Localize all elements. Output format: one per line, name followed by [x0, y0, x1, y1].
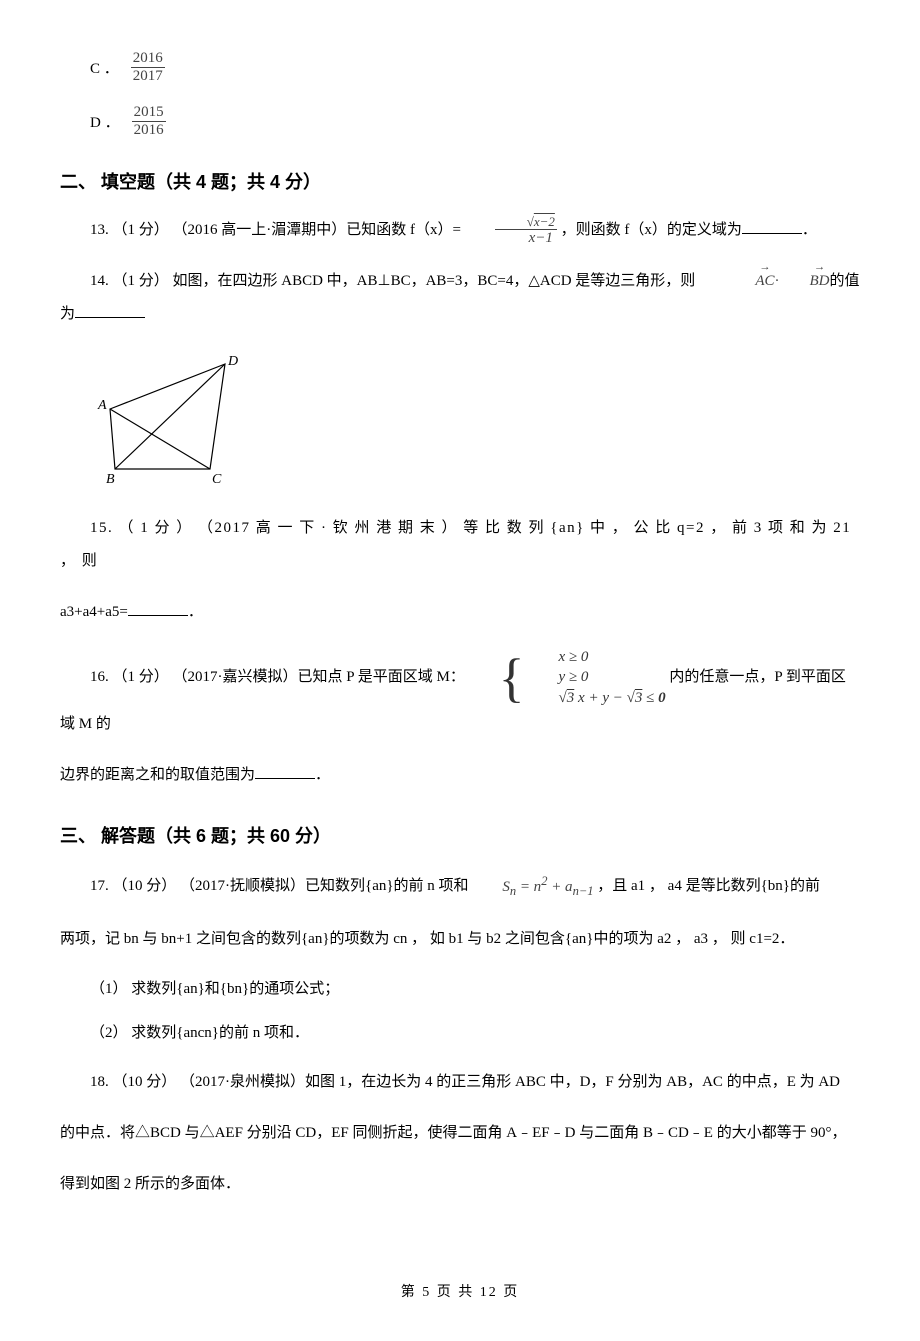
q13-blank [742, 218, 802, 234]
option-c-den: 2017 [131, 68, 165, 85]
question-14: 14. （1 分） 如图，在四边形 ABCD 中，AB⊥BC，AB=3，BC=4… [60, 265, 860, 331]
q16-c3: √3 x + y − √3 ≤ 0 [529, 688, 666, 708]
q16-constraints: { x ≥ 0 y ≥ 0 √3 x + y − √3 ≤ 0 [469, 647, 666, 708]
label-c: C [212, 472, 222, 487]
label-a: A [97, 398, 107, 413]
question-13: 13. （1 分） （2016 高一上·湄潭期中）已知函数 f（x）= √x−2… [60, 214, 860, 247]
page-footer: 第 5 页 共 12 页 [60, 1281, 860, 1301]
question-17-line1: 17. （10 分） （2017·抚顺模拟）已知数列{an}的前 n 项和 Sn… [60, 868, 860, 906]
q17-line1b: ，且 a1 ， a4 是等比数列{bn}的前 [594, 878, 820, 894]
q16-c1: x ≥ 0 [529, 647, 666, 667]
q16-c2: y ≥ 0 [529, 667, 666, 687]
option-d: D ． 2015 2016 [90, 104, 860, 138]
q16-line2-prefix: 边界的距离之和的取值范围为 [60, 767, 255, 783]
option-c-fraction: 2016 2017 [131, 50, 165, 84]
question-17-line2: 两项，记 bn 与 bn+1 之间包含的数列{an}的项数为 cn ， 如 b1… [60, 923, 860, 956]
option-c-num: 2016 [131, 50, 165, 68]
q15-suffix: ． [188, 604, 203, 620]
brace-icon: { [469, 651, 525, 705]
quadrilateral-svg: A B C D [90, 349, 260, 489]
question-18-line1: 18. （10 分） （2017·泉州模拟）如图 1，在边长为 4 的正三角形 … [60, 1066, 860, 1099]
option-d-den: 2016 [132, 122, 166, 139]
q14-blank [75, 302, 145, 318]
question-18-line2: 的中点．将△BCD 与△AEF 分别沿 CD，EF 同侧折起，使得二面角 A﹣E… [60, 1117, 860, 1150]
q17-sn: Sn = n2 + an−1 [472, 868, 593, 906]
q14-figure: A B C D [90, 349, 860, 494]
q13-end: ． [802, 222, 817, 238]
question-15-line1: 15. （ 1 分 ） （2017 高 一 下 · 钦 州 港 期 末 ） 等 … [60, 512, 860, 578]
q14-vec-bd: BD [780, 265, 830, 298]
q17-sub1: （1） 求数列{an}和{bn}的通项公式； [90, 974, 860, 1004]
q13-suffix: ，则函数 f（x）的定义域为 [561, 222, 742, 238]
section-2-heading: 二、 填空题（共 4 题；共 4 分） [60, 168, 860, 194]
question-15-line2: a3+a4+a5= ． [60, 596, 860, 629]
question-16-line1: 16. （1 分） （2017·嘉兴模拟）已知点 P 是平面区域 M： { x … [60, 647, 860, 741]
option-d-num: 2015 [132, 104, 166, 122]
q16-blank [255, 763, 315, 779]
option-d-letter: D ． [90, 111, 120, 132]
q13-prefix: 13. （1 分） （2016 高一上·湄潭期中）已知函数 f（x）= [90, 222, 465, 238]
question-18-line3: 得到如图 2 所示的多面体． [60, 1168, 860, 1201]
q14-vec-ac: AC [725, 265, 774, 298]
q14-vectors: AC·BD [695, 265, 829, 298]
q17-sub2: （2） 求数列{ancn}的前 n 项和． [90, 1018, 860, 1048]
option-c-letter: C ． [90, 57, 119, 78]
page: C ． 2016 2017 D ． 2015 2016 二、 填空题（共 4 题… [0, 0, 920, 1341]
q17-line1a: 17. （10 分） （2017·抚顺模拟）已知数列{an}的前 n 项和 [90, 878, 472, 894]
option-c: C ． 2016 2017 [90, 50, 860, 84]
q14-text: 14. （1 分） 如图，在四边形 ABCD 中，AB⊥BC，AB=3，BC=4… [90, 273, 695, 289]
q13-fraction: √x−2 x−1 [465, 214, 557, 247]
label-b: B [106, 472, 115, 487]
option-d-fraction: 2015 2016 [132, 104, 166, 138]
section-3-heading: 三、 解答题（共 6 题；共 60 分） [60, 822, 860, 848]
q16-line2-suffix: ． [315, 767, 330, 783]
q16-prefix: 16. （1 分） （2017·嘉兴模拟）已知点 P 是平面区域 M： [90, 669, 469, 685]
q15-prefix: a3+a4+a5= [60, 604, 128, 620]
label-d: D [227, 354, 238, 369]
q15-blank [128, 600, 188, 616]
question-16-line2: 边界的距离之和的取值范围为 ． [60, 759, 860, 792]
